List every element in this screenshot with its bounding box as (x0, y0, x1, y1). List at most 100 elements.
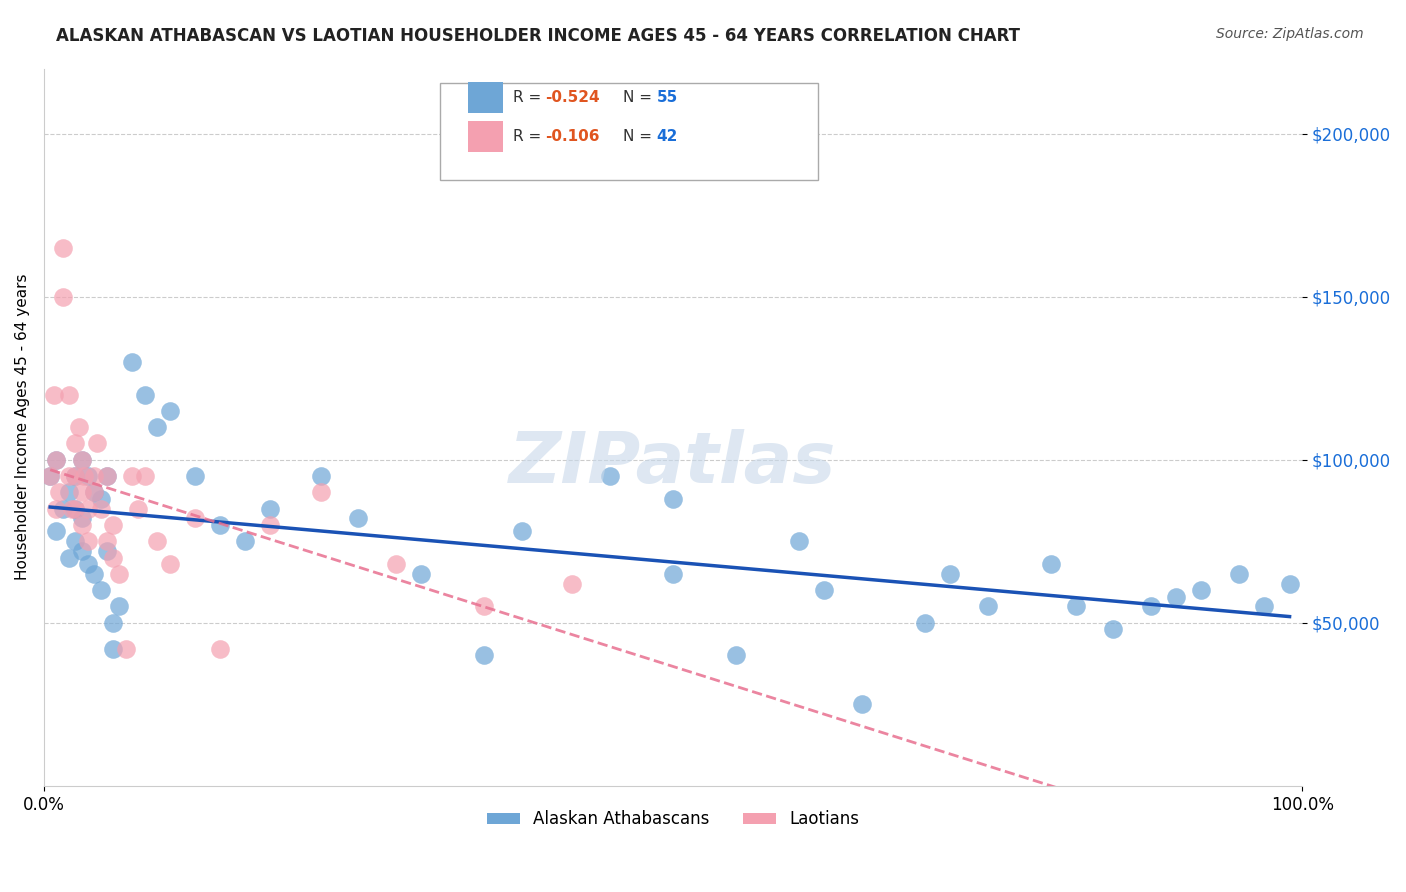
Point (42, 387, 65, 401)
Point (77, 534, 100, 549)
Point (89, 583, 111, 598)
Point (101, 550, 124, 565)
Point (939, 566, 962, 581)
Point (58, 485, 80, 500)
Point (96, 534, 118, 549)
Point (58, 469, 80, 483)
Point (52, 501, 75, 516)
Point (309, 469, 332, 483)
Point (385, 557, 408, 571)
Point (77, 469, 100, 483)
Legend: Alaskan Athabascans, Laotians: Alaskan Athabascans, Laotians (479, 804, 866, 835)
Text: N =: N = (623, 128, 657, 144)
Point (347, 511, 370, 525)
Point (45, 452, 67, 467)
Point (45, 452, 67, 467)
Point (86, 436, 108, 450)
Point (58, 550, 80, 565)
Point (662, 566, 685, 581)
Point (1064, 599, 1087, 614)
Point (184, 469, 207, 483)
Point (52, 241, 75, 255)
Point (561, 576, 583, 591)
Point (146, 420, 169, 434)
FancyBboxPatch shape (468, 120, 503, 152)
Point (724, 648, 747, 663)
Point (1278, 576, 1301, 591)
Point (96, 469, 118, 483)
Point (114, 641, 136, 656)
Text: -0.106: -0.106 (544, 128, 599, 144)
Point (1140, 599, 1163, 614)
Point (89, 501, 111, 516)
Point (73, 469, 96, 483)
Point (101, 615, 124, 630)
Point (45, 501, 67, 516)
Point (976, 599, 998, 614)
Point (52, 290, 75, 304)
Point (121, 469, 143, 483)
Text: Source: ZipAtlas.com: Source: ZipAtlas.com (1216, 27, 1364, 41)
Text: N =: N = (623, 90, 657, 105)
Point (259, 501, 281, 516)
Point (599, 469, 621, 483)
Y-axis label: Householder Income Ages 45 - 64 years: Householder Income Ages 45 - 64 years (15, 274, 30, 581)
Point (65, 534, 87, 549)
Point (209, 518, 232, 533)
Point (159, 557, 181, 571)
Point (1227, 566, 1250, 581)
Point (134, 387, 156, 401)
Point (45, 524, 67, 539)
Text: 55: 55 (657, 90, 678, 105)
Point (67, 420, 90, 434)
Point (77, 557, 100, 571)
Point (472, 648, 495, 663)
Point (108, 599, 131, 614)
Point (70, 511, 93, 525)
Point (1253, 599, 1275, 614)
Point (58, 387, 80, 401)
Point (787, 534, 810, 549)
Point (411, 566, 433, 581)
Point (89, 491, 111, 506)
FancyBboxPatch shape (468, 82, 503, 113)
Point (70, 544, 93, 558)
Point (96, 544, 118, 558)
Point (1039, 557, 1062, 571)
Point (146, 534, 169, 549)
Point (209, 641, 232, 656)
Point (813, 583, 835, 598)
Point (96, 469, 118, 483)
Point (70, 485, 93, 500)
Point (1191, 583, 1213, 598)
Point (101, 518, 124, 533)
Point (1166, 590, 1188, 604)
Point (77, 501, 100, 516)
Point (662, 491, 685, 506)
Point (70, 452, 93, 467)
Point (159, 404, 181, 418)
Point (39, 469, 62, 483)
Text: 42: 42 (657, 128, 678, 144)
Point (101, 641, 124, 656)
Point (309, 485, 332, 500)
Point (83, 485, 105, 500)
Point (65, 436, 87, 450)
Point (108, 566, 131, 581)
Point (39, 469, 62, 483)
Point (914, 615, 936, 630)
Point (127, 501, 149, 516)
Text: ALASKAN ATHABASCAN VS LAOTIAN HOUSEHOLDER INCOME AGES 45 - 64 YEARS CORRELATION : ALASKAN ATHABASCAN VS LAOTIAN HOUSEHOLDE… (56, 27, 1021, 45)
Point (1102, 622, 1125, 636)
Point (65, 469, 87, 483)
Point (134, 469, 156, 483)
Point (83, 469, 105, 483)
Point (65, 501, 87, 516)
Point (510, 524, 533, 539)
Point (70, 518, 93, 533)
Point (121, 355, 143, 369)
Point (472, 599, 495, 614)
Point (70, 452, 93, 467)
Text: R =: R = (513, 90, 547, 105)
Point (83, 485, 105, 500)
